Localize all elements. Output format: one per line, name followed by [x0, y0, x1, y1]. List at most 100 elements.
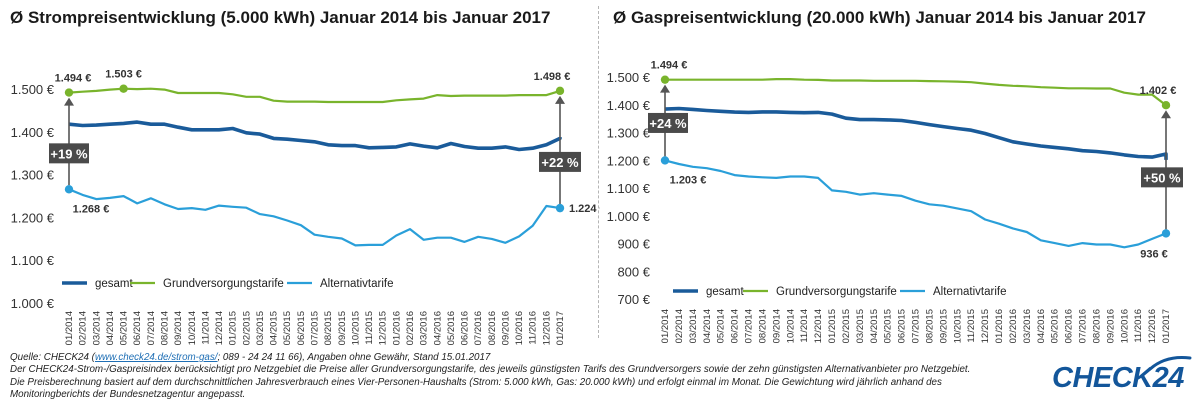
gas-ytick-label: 700 €: [617, 292, 650, 307]
strom-xtick-label: 12/2014: [214, 311, 225, 345]
gas-xtick-label: 12/2015: [980, 309, 991, 343]
strom-series-alternativ-line: [68, 188, 561, 247]
gas-xtick-label: 07/2014: [744, 309, 755, 343]
strom-xtick-label: 11/2016: [528, 311, 539, 345]
strom-xtick-label: 02/2014: [78, 311, 89, 345]
gas-xtick-label: 05/2015: [883, 309, 894, 343]
strom-xtick-label: 10/2014: [187, 311, 198, 345]
gas-xtick-label: 12/2016: [1147, 309, 1158, 343]
gas-ytick-label: 1.500 €: [607, 70, 651, 85]
source-line: Quelle: CHECK24 (www.check24.de/strom-ga…: [10, 352, 491, 363]
gas-end-low-marker: [1161, 229, 1171, 238]
gas-xtick-label: 08/2015: [924, 309, 935, 343]
strom-xtick-label: 07/2014: [146, 311, 157, 345]
strom-start-low-marker: [64, 185, 74, 194]
source-link[interactable]: www.check24.de/strom-gas/: [94, 352, 218, 363]
gas-ytick-label: 800 €: [617, 264, 650, 279]
gas-series-gesamt-line: [664, 106, 1168, 160]
strom-xtick-label: 08/2015: [323, 311, 334, 345]
strom-chart-title: Ø Strompreisentwicklung (5.000 kWh) Janu…: [10, 8, 551, 27]
strom-peak-label: 1.503 €: [105, 69, 142, 81]
gas-xtick-label: 02/2016: [1008, 309, 1019, 343]
strom-start-high-marker: [64, 88, 74, 97]
gas-start-low-label: 1.203 €: [670, 174, 707, 186]
gas-end-low-label: 936 €: [1140, 248, 1168, 260]
strom-ytick-label: 1.100 €: [11, 253, 55, 268]
strom-xtick-label: 03/2016: [419, 311, 430, 345]
strom-xtick-label: 05/2015: [282, 311, 293, 345]
logo-swoosh-icon: [1148, 356, 1192, 371]
gas-end-high-marker: [1161, 100, 1171, 110]
strom-ytick-label: 1.300 €: [11, 168, 55, 183]
strom-peak-marker: [119, 84, 128, 93]
gas-xtick-label: 09/2014: [771, 309, 782, 343]
strom-xtick-label: 10/2015: [350, 311, 361, 345]
strom-xtick-label: 04/2016: [432, 311, 443, 345]
gas-xtick-label: 01/2017: [1161, 309, 1172, 343]
strom-xtick-label: 10/2016: [514, 311, 525, 345]
gas-ytick-label: 1.100 €: [607, 181, 651, 196]
strom-xtick-label: 02/2016: [405, 311, 416, 345]
gas-start-pct-badge-box: [648, 112, 688, 133]
gas-series-grundversorgung-line: [665, 77, 1167, 107]
strom-xtick-label: 04/2015: [269, 311, 280, 345]
strom-xtick-label: 01/2014: [64, 311, 75, 345]
check24-logo-text: CHECK24: [1052, 362, 1184, 394]
gas-start-low-marker: [660, 156, 670, 165]
gas-xtick-label: 04/2016: [1036, 309, 1047, 343]
strom-xtick-label: 02/2015: [241, 311, 252, 345]
gas-xtick-label: 02/2015: [841, 309, 852, 343]
strom-xtick-label: 08/2014: [159, 311, 170, 345]
gas-ytick-label: 1.200 €: [607, 153, 651, 168]
gas-xtick-label: 12/2014: [813, 309, 824, 343]
gas-xtick-label: 07/2015: [911, 309, 922, 343]
strom-xtick-label: 01/2016: [391, 311, 402, 345]
strom-xtick-label: 06/2016: [460, 311, 471, 345]
strom-chart: 1.000 € 1.100 € 1.200 € 1.300 € 1.400 € 1.500…: [11, 69, 600, 345]
gas-xtick-label: 01/2015: [827, 309, 838, 343]
strom-xtick-label: 11/2014: [200, 311, 211, 345]
gas-xtick-label: 03/2016: [1022, 309, 1033, 343]
strom-legend-grundversorgung-label: Grundversorgungstarife: [163, 278, 284, 290]
gas-ytick-label: 1.300 €: [607, 126, 651, 141]
strom-start-arrow-head: [64, 97, 74, 106]
gas-xtick-label: 02/2014: [674, 309, 685, 343]
gas-xtick-label: 11/2016: [1133, 309, 1144, 343]
gas-xtick-label: 06/2015: [897, 309, 908, 343]
gas-legend-alternativ-label: Alternativtarife: [933, 286, 1007, 298]
strom-xtick-label: 12/2016: [541, 311, 552, 345]
gas-start-high-marker: [660, 75, 670, 84]
gas-end-high-label: 1.402 €: [1140, 85, 1177, 97]
strom-start-pct-badge: +19 %: [50, 146, 88, 161]
strom-xtick-label: 03/2015: [255, 311, 266, 345]
strom-xtick-label: 05/2016: [446, 311, 457, 345]
strom-end-pct-badge-box: [539, 151, 581, 172]
gas-xtick-label: 08/2016: [1091, 309, 1102, 343]
source-footer: Quelle: CHECK24 (www.check24.de/strom-ga…: [10, 352, 1010, 401]
gas-ytick-label: 1.400 €: [607, 98, 651, 113]
gas-xtick-label: 01/2014: [660, 309, 671, 343]
strom-end-low-marker: [555, 203, 565, 213]
strom-xtick-label: 09/2015: [337, 311, 348, 345]
gas-xtick-label: 09/2015: [938, 309, 949, 343]
strom-xtick-label: 05/2014: [119, 311, 130, 345]
strom-xtick-label: 07/2015: [310, 311, 321, 345]
strom-chart-panel: Ø Strompreisentwicklung (5.000 kWh) Janu…: [0, 0, 600, 345]
strom-xtick-label: 06/2015: [296, 311, 307, 345]
gas-xtick-label: 05/2014: [716, 309, 727, 343]
gas-end-arrow-head: [1161, 110, 1171, 119]
panel-divider: [598, 6, 599, 338]
gas-xtick-label: 09/2016: [1105, 309, 1116, 343]
gas-end-pct-badge: +50 %: [1143, 170, 1181, 185]
gas-start-pct-badge: +24 %: [649, 116, 687, 131]
gas-xtick-label: 03/2014: [688, 309, 699, 343]
gas-xtick-label: 06/2014: [730, 309, 741, 343]
strom-xtick-label: 07/2016: [473, 311, 484, 345]
gas-xtick-label: 03/2015: [855, 309, 866, 343]
strom-ytick-label: 1.400 €: [11, 125, 55, 140]
check24-logo: CHECK24: [1052, 356, 1192, 395]
gas-end-pct-badge-box: [1141, 167, 1183, 188]
strom-ytick-label: 1.500 €: [11, 82, 55, 97]
gas-xtick-label: 10/2014: [785, 309, 796, 343]
strom-end-high-marker: [555, 86, 565, 96]
